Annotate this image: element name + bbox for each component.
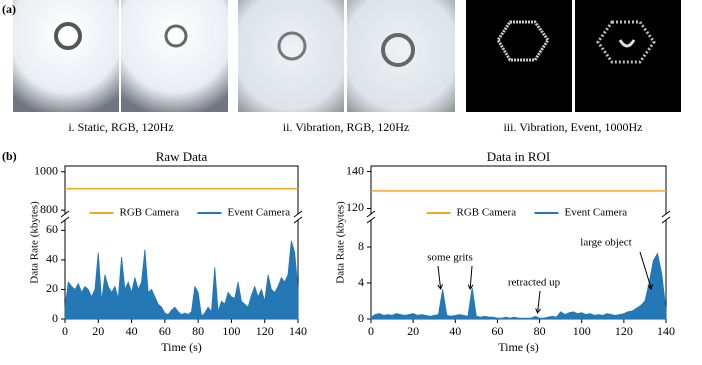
x-tick-label: 100 — [222, 324, 240, 338]
y-tick-label: 140 — [346, 163, 364, 177]
x-tick-label: 60 — [159, 324, 171, 338]
y-axis-label: Data Rate (kbytes) — [335, 201, 347, 284]
image-detail — [277, 31, 307, 61]
x-tick-label: 120 — [256, 324, 274, 338]
x-tick-label: 20 — [407, 324, 419, 338]
x-tick-label: 0 — [62, 324, 68, 338]
image-detail — [381, 33, 415, 67]
arrow-head — [467, 284, 474, 291]
annotation: retracted up — [508, 277, 561, 289]
arrow-head — [535, 308, 541, 315]
image-detail — [596, 20, 656, 64]
y-tick-label: 1000 — [34, 164, 58, 178]
x-tick-label: 140 — [657, 324, 675, 338]
image-detail — [54, 22, 82, 50]
axis-break — [366, 210, 376, 218]
axis-break — [661, 210, 671, 218]
x-axis-label: Time (s) — [498, 340, 539, 354]
annotation: large object — [580, 237, 631, 249]
panel-label: (a) — [2, 2, 16, 16]
y-tick-label: 40 — [46, 252, 58, 266]
y-tick-label: 60 — [46, 222, 58, 236]
axis-break — [661, 216, 671, 224]
arrow-head — [647, 284, 653, 290]
event-area — [370, 252, 667, 320]
y-tick-label: 0 — [52, 311, 58, 325]
caption: iii. Vibration, Event, 1000Hz — [503, 120, 642, 134]
axis-frame — [64, 165, 299, 214]
x-axis-label: Time (s) — [161, 340, 202, 354]
legend-label: RGB Camera — [457, 207, 517, 219]
legend-label: RGB Camera — [120, 207, 180, 219]
caption: i. Static, RGB, 120Hz — [68, 120, 173, 134]
x-tick-label: 140 — [289, 324, 307, 338]
x-tick-label: 120 — [615, 324, 633, 338]
panel-label: (b) — [2, 149, 17, 163]
x-tick-label: 60 — [491, 324, 503, 338]
y-tick-label: 20 — [46, 281, 58, 295]
y-tick-label: 4 — [358, 275, 364, 289]
y-tick-label: 120 — [346, 200, 364, 214]
caption: ii. Vibration, RGB, 120Hz — [283, 120, 409, 134]
axis-break — [293, 216, 303, 224]
annotation-arrow — [469, 265, 473, 290]
event-area — [64, 240, 299, 320]
axis-break — [366, 216, 376, 224]
x-tick-label: 40 — [449, 324, 461, 338]
arrow-head — [437, 284, 443, 291]
image — [238, 0, 344, 112]
axis-break — [60, 216, 70, 224]
x-tick-label: 0 — [368, 324, 374, 338]
axis-frame — [370, 220, 667, 320]
axis-break — [60, 210, 70, 218]
image-detail — [496, 20, 550, 62]
image — [466, 0, 572, 112]
legend-label: Event Camera — [228, 207, 291, 219]
x-tick-label: 80 — [192, 324, 204, 338]
y-tick-label: 800 — [40, 202, 58, 216]
annotation-arrow — [639, 251, 652, 290]
annotation: some grits — [427, 252, 473, 264]
image — [575, 0, 681, 112]
image-detail — [164, 24, 188, 48]
image — [121, 0, 228, 112]
axis-break — [293, 210, 303, 218]
image — [13, 0, 119, 112]
x-tick-label: 80 — [534, 324, 546, 338]
image-detail — [618, 39, 636, 48]
y-tick-label: 0 — [358, 311, 364, 325]
panel-a-images — [13, 0, 681, 112]
chart-title: Raw Data — [156, 149, 208, 164]
annotation-arrow — [537, 290, 541, 314]
x-tick-label: 40 — [126, 324, 138, 338]
legend-label: Event Camera — [565, 207, 628, 219]
annotation-arrow — [437, 265, 442, 290]
chart-title: Data in ROI — [487, 149, 551, 164]
x-tick-label: 20 — [92, 324, 104, 338]
axis-frame — [370, 165, 667, 214]
image — [347, 0, 455, 112]
y-tick-label: 8 — [358, 239, 364, 253]
x-tick-label: 100 — [573, 324, 591, 338]
y-axis-label: Data Rate (kbytes) — [29, 201, 41, 284]
